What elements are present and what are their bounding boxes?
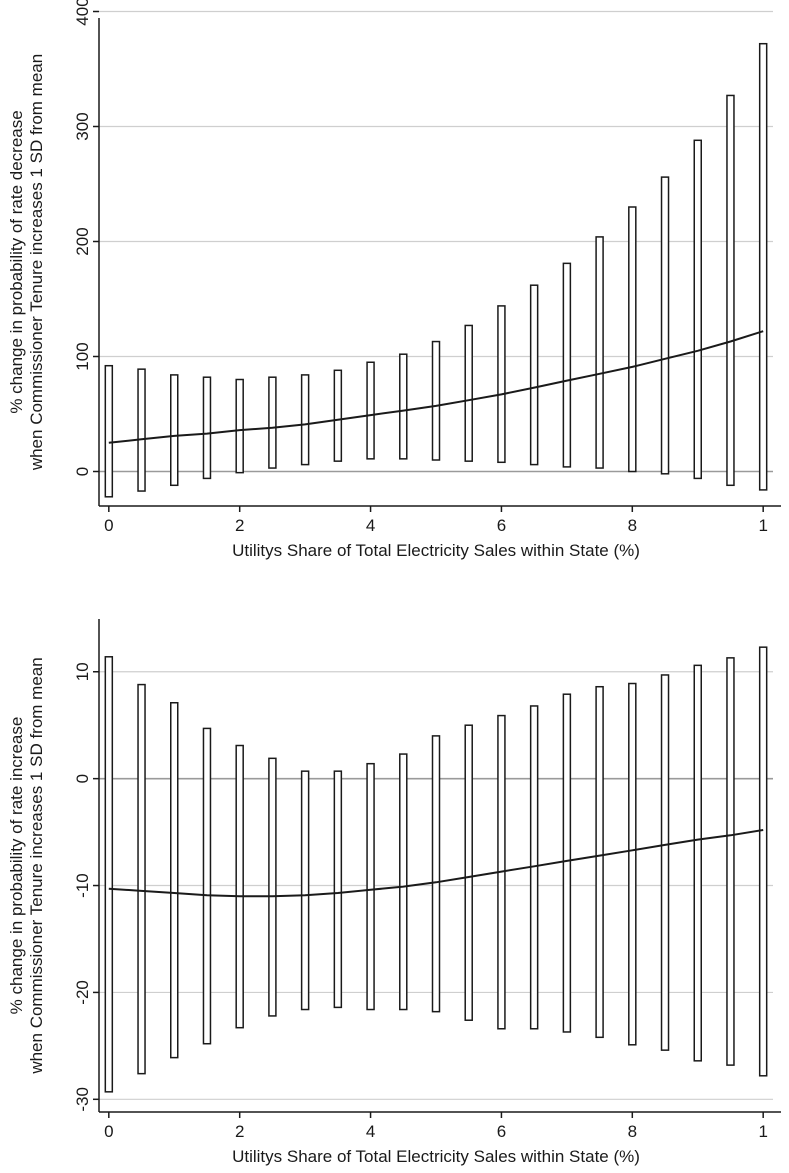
ci-bar (137, 683, 146, 1075)
x-tick-label: 4 (366, 1122, 375, 1141)
ci-bar (726, 657, 735, 1066)
ci-bar (300, 374, 310, 466)
x-tick-label: 0 (104, 1122, 113, 1141)
ci-bar (529, 284, 539, 466)
ci-bar (202, 376, 212, 480)
ci-bar (562, 693, 572, 1033)
ci-bar (300, 770, 310, 1011)
y-tick-label: 0 (73, 774, 92, 783)
ci-bar (628, 682, 637, 1046)
x-tick-label: 2 (235, 1122, 244, 1141)
y-tick-label: 100 (73, 342, 92, 370)
x-tick-label: 0 (104, 516, 113, 535)
ci-bar (628, 206, 637, 473)
ci-bar (235, 744, 244, 1029)
ci-bar (497, 305, 506, 464)
ci-bar (366, 762, 375, 1011)
ci-bar (758, 42, 768, 491)
y-tick-label: 200 (73, 227, 92, 255)
y-tick-label: -10 (73, 873, 92, 898)
y-axis-title-line2: when Commissioner Tenure increases 1 SD … (27, 657, 46, 1074)
x-tick-label: 8 (628, 1122, 637, 1141)
ci-bar (202, 727, 212, 1045)
y-tick-label: -20 (73, 980, 92, 1005)
y-tick-label: 10 (73, 662, 92, 681)
x-tick-label: 6 (497, 516, 506, 535)
ci-bar (693, 139, 702, 480)
ci-bar (333, 369, 343, 462)
x-tick-label: 8 (628, 516, 637, 535)
ci-bar (333, 770, 343, 1009)
x-axis-title: Utilitys Share of Total Electricity Sale… (232, 541, 640, 560)
y-axis-title-line1: % change in probability of rate decrease (7, 110, 26, 413)
ci-bar (431, 735, 441, 1013)
x-tick-label: 2 (235, 516, 244, 535)
ci-bar (758, 646, 768, 1077)
x-tick-label: 1 (758, 1122, 767, 1141)
ci-bar (726, 94, 735, 487)
x-tick-label: 1 (758, 516, 767, 535)
x-tick-label: 6 (497, 1122, 506, 1141)
ci-bar (170, 702, 179, 1059)
ci-bar (464, 724, 473, 1021)
ci-bar (235, 378, 244, 474)
ci-bar (595, 236, 604, 469)
ci-bar (431, 340, 441, 461)
ci-bar (137, 368, 146, 492)
x-tick-label: 4 (366, 516, 375, 535)
ci-bar (595, 685, 604, 1039)
ci-bar (268, 376, 277, 469)
y-tick-label: -30 (73, 1087, 92, 1112)
ci-bar (366, 361, 375, 460)
ci-bar (693, 664, 702, 1062)
ci-bar (170, 374, 179, 487)
y-axis-title-line1: % change in probability of rate increase (7, 717, 26, 1015)
marginal-effect-line (108, 330, 764, 444)
chart-rate-increase: -30 -20 -10 0 10 0 2 4 6 8 1 Utilitys Share of Tota… (7, 619, 781, 1166)
y-tick-label: 0 (73, 467, 92, 476)
ci-bar (660, 674, 670, 1051)
marginal-effect-line (108, 829, 764, 898)
y-tick-label: 400 (73, 0, 92, 26)
ci-bar (104, 364, 114, 498)
y-tick-label: 300 (73, 112, 92, 140)
ci-bar (399, 353, 408, 460)
ci-bar (660, 176, 670, 475)
ci-bar (268, 757, 277, 1017)
ci-bar (399, 753, 408, 1011)
x-axis-title: Utilitys Share of Total Electricity Sale… (232, 1147, 640, 1166)
ci-bar (464, 324, 473, 462)
chart-rate-decrease: 0 100 200 300 400 0 2 4 6 8 1 Utilitys Share of Tot… (7, 0, 781, 560)
ci-bar (562, 262, 572, 468)
y-axis-title-line2: when Commissioner Tenure increases 1 SD … (27, 54, 46, 471)
ci-bar (104, 656, 114, 1093)
